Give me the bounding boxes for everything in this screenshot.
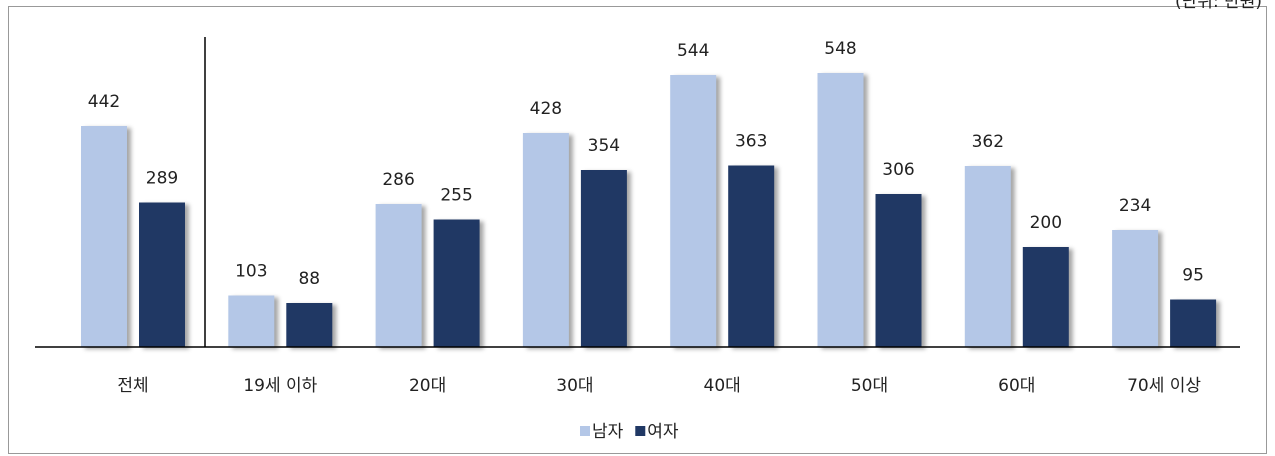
- bar: [286, 303, 333, 347]
- x-tick-label: 30대: [556, 376, 593, 396]
- legend-swatch: [580, 426, 590, 436]
- x-tick-label: 70세 이상: [1127, 376, 1201, 396]
- value-label: 306: [882, 160, 914, 180]
- bar: [670, 75, 717, 347]
- bar: [81, 126, 127, 347]
- x-tick-label: 19세 이하: [243, 376, 317, 396]
- value-label: 200: [1030, 213, 1062, 233]
- bar: [580, 170, 627, 347]
- value-label: 548: [824, 39, 856, 59]
- legend-swatch: [635, 426, 646, 436]
- value-label: 286: [382, 170, 414, 190]
- frame: [8, 6, 1267, 454]
- value-label: 95: [1182, 266, 1204, 286]
- legend-label: 여자: [647, 422, 679, 442]
- bar: [1170, 299, 1217, 347]
- bar: [228, 295, 275, 347]
- legend-label: 남자: [592, 422, 624, 442]
- bar: [1022, 247, 1069, 347]
- x-tick-label: 50대: [851, 376, 888, 396]
- value-label: 103: [235, 262, 267, 282]
- value-label: 289: [146, 169, 178, 189]
- bar: [728, 165, 775, 347]
- value-label: 362: [972, 132, 1004, 152]
- unit-label: (단위: 만원): [1175, 0, 1262, 12]
- x-tick-label: 20대: [409, 376, 446, 396]
- bar: [817, 73, 864, 347]
- x-tick-label: 전체: [117, 376, 148, 396]
- value-label: 442: [88, 92, 120, 112]
- value-label: 428: [530, 99, 562, 119]
- value-label: 255: [440, 186, 472, 206]
- x-tick-label: 60대: [998, 376, 1035, 396]
- bar: [375, 204, 422, 347]
- bar: [1112, 230, 1159, 347]
- value-label: 234: [1119, 196, 1151, 216]
- value-label: 544: [677, 41, 709, 61]
- value-label: 354: [588, 136, 620, 156]
- x-tick-label: 40대: [704, 376, 741, 396]
- value-label: 363: [735, 132, 767, 152]
- bar: [433, 219, 480, 347]
- bar: [522, 133, 569, 347]
- value-label: 88: [298, 269, 320, 289]
- bar: [964, 166, 1011, 347]
- bar: [875, 194, 922, 347]
- bar: [139, 202, 185, 347]
